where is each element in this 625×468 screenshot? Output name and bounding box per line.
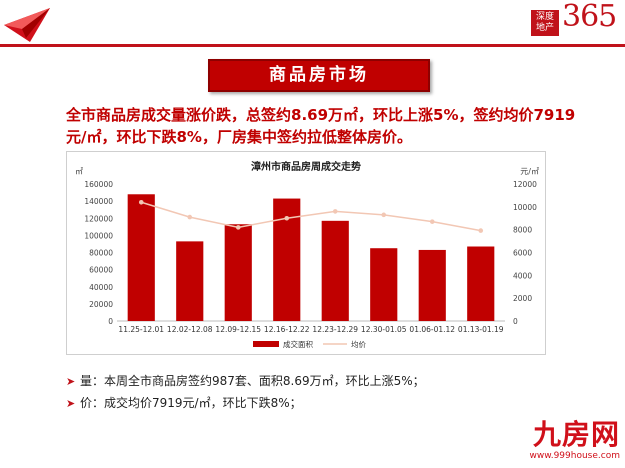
left-tick-label: 100000 bbox=[84, 231, 113, 240]
brand-box-line1: 深度 bbox=[535, 12, 554, 22]
left-tick-label: 20000 bbox=[89, 300, 113, 309]
bar-01.13-01.19 bbox=[467, 246, 495, 321]
chart-title: 漳州市商品房周成交走势 bbox=[251, 160, 361, 173]
x-tick-label: 12.02-12.08 bbox=[167, 325, 213, 334]
bullet-list: ➤ 量：本周全市商品房签约987套、面积8.69万㎡，环比上涨5%； ➤ 价：成交均… bbox=[66, 370, 546, 414]
section-title: 商品房市场 bbox=[269, 65, 369, 85]
bar-12.30-01.05 bbox=[370, 248, 398, 321]
bullet-volume-text: 量：本周全市商品房签约987套、面积8.69万㎡，环比上涨5%； bbox=[80, 374, 425, 388]
headline-text: 全市商品房成交量涨价跌，总签约8.69万㎡，环比上涨5%，签约均价7919元/㎡… bbox=[66, 106, 576, 146]
price-point-11.25-12.01 bbox=[138, 199, 144, 205]
x-tick-label: 12.16-12.22 bbox=[264, 325, 310, 334]
price-point-01.06-01.12 bbox=[429, 219, 435, 224]
left-tick-label: 160000 bbox=[84, 180, 113, 189]
arrow-icon: ➤ bbox=[66, 397, 76, 410]
x-tick-label: 12.09-12.15 bbox=[215, 325, 261, 334]
legend-bar-swatch bbox=[253, 341, 279, 347]
price-point-12.23-12.29 bbox=[332, 209, 338, 214]
left-axis-unit: ㎡ bbox=[75, 167, 83, 176]
right-tick-label: 6000 bbox=[513, 249, 532, 258]
price-point-12.02-12.08 bbox=[187, 214, 193, 220]
left-tick-label: 140000 bbox=[84, 197, 113, 206]
bar-11.25-12.01 bbox=[127, 194, 155, 321]
arrow-icon: ➤ bbox=[66, 375, 76, 388]
right-tick-label: 10000 bbox=[513, 203, 537, 212]
legend-line-label: 均价 bbox=[351, 339, 366, 349]
brand-logo: 深度 地产 365 bbox=[531, 0, 621, 38]
price-point-01.13-01.19 bbox=[478, 228, 484, 233]
legend-bar-label: 成交面积 bbox=[283, 339, 313, 349]
top-divider bbox=[0, 44, 625, 47]
left-tick-label: 80000 bbox=[89, 249, 113, 258]
price-point-12.16-12.22 bbox=[284, 215, 290, 221]
bullet-price-text: 价：成交均价7919元/㎡，环比下跌8%； bbox=[80, 396, 302, 410]
brand-box: 深度 地产 bbox=[531, 10, 559, 36]
paper-plane-icon bbox=[4, 8, 50, 42]
bar-12.02-12.08 bbox=[176, 241, 204, 321]
right-axis-unit: 元/㎡ bbox=[520, 167, 539, 176]
right-tick-label: 4000 bbox=[513, 271, 532, 280]
footer-logo: 九房网 www.999house.com bbox=[520, 420, 620, 466]
price-point-12.09-12.15 bbox=[235, 225, 241, 230]
footer-logo-text: 九房网 bbox=[532, 418, 620, 451]
price-line bbox=[141, 201, 481, 232]
left-tick-label: 120000 bbox=[84, 214, 113, 223]
x-tick-label: 01.13-01.19 bbox=[458, 325, 504, 334]
section-title-panel: 商品房市场 bbox=[208, 59, 430, 92]
bullet-price: ➤ 价：成交均价7919元/㎡，环比下跌8%； bbox=[66, 392, 546, 414]
right-tick-label: 2000 bbox=[513, 294, 532, 303]
price-point-12.30-01.05 bbox=[381, 212, 387, 218]
x-tick-label: 12.30-01.05 bbox=[361, 325, 407, 334]
bar-01.06-01.12 bbox=[418, 249, 446, 321]
left-tick-label: 40000 bbox=[89, 283, 113, 292]
x-tick-label: 11.25-12.01 bbox=[118, 325, 164, 334]
right-tick-label: 0 bbox=[513, 317, 518, 326]
brand-box-line2: 地产 bbox=[535, 23, 554, 33]
brand-number: 365 bbox=[562, 0, 617, 34]
bar-12.09-12.15 bbox=[224, 224, 252, 321]
bullet-volume: ➤ 量：本周全市商品房签约987套、面积8.69万㎡，环比上涨5%； bbox=[66, 370, 546, 392]
footer-url: www.999house.com bbox=[529, 451, 620, 461]
x-tick-label: 01.06-01.12 bbox=[409, 325, 455, 334]
right-tick-label: 8000 bbox=[513, 226, 532, 235]
left-tick-label: 0 bbox=[108, 317, 113, 326]
right-tick-label: 12000 bbox=[513, 180, 537, 189]
bar-12.23-12.29 bbox=[321, 220, 349, 321]
x-tick-label: 12.23-12.29 bbox=[312, 325, 358, 334]
left-tick-label: 60000 bbox=[89, 266, 113, 275]
